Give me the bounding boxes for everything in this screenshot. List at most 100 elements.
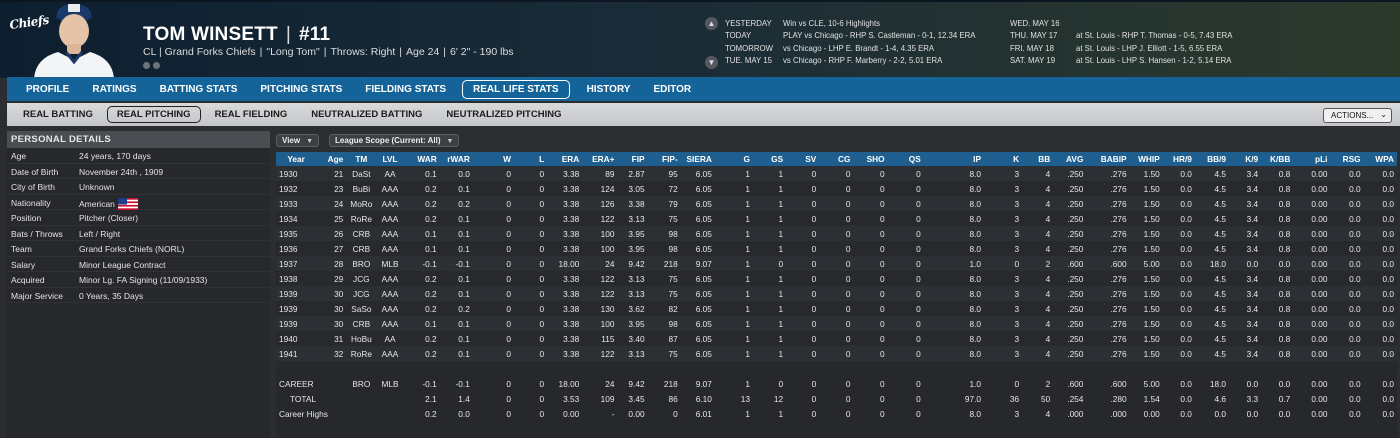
column-header-wpa[interactable]: WPA — [1375, 154, 1394, 164]
table-cell: 75 — [668, 273, 678, 284]
tab-editor[interactable]: EDITOR — [653, 83, 692, 95]
tab-ratings[interactable]: RATINGS — [92, 83, 137, 95]
column-header-w[interactable]: W — [503, 154, 511, 164]
subtab-real-batting[interactable]: REAL BATTING — [23, 109, 93, 120]
subtab-neutralized-pitching[interactable]: NEUTRALIZED PITCHING — [446, 109, 562, 120]
column-header-g[interactable]: G — [743, 154, 751, 164]
tab-batting-stats[interactable]: BATTING STATS — [159, 83, 238, 95]
table-cell: 1.50 — [1143, 288, 1160, 299]
column-header-k-9[interactable]: K/9 — [1245, 154, 1259, 164]
column-header-k[interactable]: K — [1013, 154, 1020, 164]
schedule-game[interactable]: vs Chicago - RHP F. Marberry - 2-2, 5.01… — [783, 56, 943, 65]
league-scope-dropdown[interactable]: League Scope (Current: All) ▼ — [329, 134, 460, 147]
column-header-fip-[interactable]: FIP- — [662, 154, 678, 164]
column-header-year[interactable]: Year — [287, 154, 305, 164]
column-header-bb-9[interactable]: BB/9 — [1207, 154, 1227, 164]
column-header-fip[interactable]: FIP — [631, 154, 645, 164]
column-header-rsg[interactable]: RSG — [1342, 154, 1361, 164]
table-cell: 4 — [1045, 183, 1051, 194]
table-cell: 8.0 — [969, 183, 981, 194]
table-cell: 0.8 — [1278, 273, 1291, 284]
column-header-war[interactable]: WAR — [417, 154, 437, 164]
column-header-l[interactable]: L — [539, 154, 545, 164]
table-cell: 30 — [334, 303, 344, 314]
column-header-lvl[interactable]: LVL — [382, 154, 398, 164]
tab-fielding-stats[interactable]: FIELDING STATS — [365, 83, 446, 95]
table-row[interactable]: 1939 30 CRB AAA 0.1 0.1 0 0 3.38 100 3.95 98 6.05 1 1 0… — [276, 316, 1397, 331]
tab-pitching-stats[interactable]: PITCHING STATS — [260, 83, 343, 95]
table-row[interactable]: 1939 30 JCG AAA 0.2 0.1 0 0 3.38 122 3.13 75 6.05 1 1 0… — [276, 286, 1397, 301]
column-header-hr-9[interactable]: HR/9 — [1172, 154, 1192, 164]
tab-history[interactable]: HISTORY — [586, 83, 631, 95]
table-cell: 0.0 — [1382, 288, 1394, 299]
table-row[interactable]: 1932 23 BuBi AAA 0.2 0.1 0 0 3.38 124 3.05 72 6.05 1 1… — [276, 181, 1397, 196]
column-header-k-bb[interactable]: K/BB — [1270, 154, 1291, 164]
schedule-game[interactable]: PLAY vs Chicago - RHP S. Castleman - 0-1… — [783, 31, 976, 40]
column-header-qs[interactable]: QS — [908, 154, 921, 164]
table-row[interactable]: 1939 30 SaSo AAA 0.2 0.2 0 0 3.38 130 3.62 82 6.05 1 1… — [276, 301, 1397, 316]
schedule-game[interactable]: at St. Louis - LHP S. Hansen - 1-2, 5.14… — [1076, 56, 1232, 65]
column-header-siera[interactable]: SIERA — [686, 154, 712, 164]
subtab-real-fielding[interactable]: REAL FIELDING — [214, 109, 288, 120]
column-header-gs[interactable]: GS — [771, 154, 784, 164]
column-header-bb[interactable]: BB — [1038, 154, 1051, 164]
table-cell: 0 — [845, 288, 851, 299]
table-cell: 0.1 — [458, 213, 470, 224]
table-row[interactable]: 1930 21 DaSt AA 0.1 0.0 0 0 3.38 89 2.87 95 6.05 1 1 0 0… — [276, 166, 1397, 181]
table-cell: 0.0 — [1382, 318, 1394, 329]
column-header-era[interactable]: ERA — [561, 154, 580, 164]
table-cell: .250 — [1067, 273, 1084, 284]
table-cell: AAA — [381, 243, 399, 254]
table-cell: 0 — [506, 243, 511, 254]
table-cell: 4 — [1045, 333, 1051, 344]
column-header-babip[interactable]: BABIP — [1100, 154, 1127, 164]
table-cell: 0.0 — [458, 168, 470, 179]
column-header-rwar[interactable]: rWAR — [447, 154, 470, 164]
column-header-pli[interactable]: pLi — [1315, 154, 1328, 164]
tab-profile[interactable]: PROFILE — [26, 83, 70, 95]
pager-dot[interactable] — [143, 62, 150, 69]
table-row[interactable]: 1934 25 RoRe AAA 0.2 0.1 0 0 3.38 122 3.13 75 6.05 1 1… — [276, 211, 1397, 226]
pager-dot[interactable] — [153, 62, 160, 69]
column-header-tm[interactable]: TM — [355, 154, 368, 164]
table-cell: 0 — [506, 333, 511, 344]
table-cell: 1.50 — [1143, 333, 1160, 344]
view-dropdown[interactable]: View ▼ — [276, 134, 320, 147]
table-row[interactable]: 1937 28 BRO MLB -0.1 -0.1 0 0 18.00 24 9.42 218 9.07… — [276, 256, 1397, 271]
column-header-sv[interactable]: SV — [805, 154, 817, 164]
table-cell: 8.0 — [969, 168, 981, 179]
table-cell: 18.00 — [558, 258, 580, 269]
schedule-game[interactable]: vs Chicago - LHP E. Brandt - 1-4, 4.35 E… — [783, 44, 935, 53]
table-row[interactable]: 1935 26 CRB AAA 0.1 0.1 0 0 3.38 100 3.95 98 6.05 1 1 0… — [276, 226, 1397, 241]
table-cell: 0.0 — [1382, 258, 1394, 269]
schedule-game[interactable]: at St. Louis - LHP J. Elliott - 1-5, 6.5… — [1076, 44, 1223, 53]
actions-dropdown[interactable]: ACTIONS... ⌄ — [1323, 108, 1392, 123]
table-cell: 8.0 — [969, 333, 981, 344]
table-row[interactable]: 1941 32 RoRe AAA 0.2 0.1 0 0 3.38 122 3.13 75 6.05 1 1… — [276, 346, 1397, 361]
column-header-sho[interactable]: SHO — [866, 154, 885, 164]
table-row[interactable]: 1938 29 JCG AAA 0.2 0.1 0 0 3.38 122 3.13 75 6.05 1 1 0… — [276, 271, 1397, 286]
chevron-down-icon: ▼ — [306, 138, 314, 145]
schedule-game[interactable]: Win vs CLE, 10-6 Highlights — [783, 19, 881, 28]
summary-cell: 0 — [845, 378, 851, 389]
subtab-real-pitching[interactable]: REAL PITCHING — [106, 106, 201, 123]
team-link[interactable]: Grand Forks Chiefs (NORL) — [79, 244, 185, 254]
schedule-up-icon[interactable]: ▲ — [705, 17, 718, 30]
column-header-avg[interactable]: AVG — [1066, 154, 1084, 164]
column-header-cg[interactable]: CG — [837, 154, 851, 164]
table-cell: 1.50 — [1143, 273, 1160, 284]
column-header-whip[interactable]: WHIP — [1138, 154, 1160, 164]
table-row[interactable]: 1933 24 MoRo AAA 0.2 0.2 0 0 3.38 126 3.38 79 6.05 1 1… — [276, 196, 1397, 211]
subtab-neutralized-batting[interactable]: NEUTRALIZED BATTING — [311, 109, 423, 120]
schedule-down-icon[interactable]: ▼ — [705, 56, 718, 69]
tab-real-life-stats[interactable]: REAL LIFE STATS — [462, 79, 570, 99]
column-header-era-[interactable]: ERA+ — [592, 154, 615, 164]
column-header-age[interactable]: Age — [327, 154, 344, 164]
table-cell: 3.4 — [1246, 288, 1259, 299]
schedule-game[interactable]: at St. Louis - RHP T. Thomas - 0-5, 7.43… — [1076, 31, 1233, 40]
column-header-ip[interactable]: IP — [973, 154, 981, 164]
table-row[interactable]: 1940 31 HoBu AA 0.2 0.1 0 0 3.38 115 3.40 87 6.05 1 1 0… — [276, 331, 1397, 346]
table-row[interactable]: 1936 27 CRB AAA 0.1 0.1 0 0 3.38 100 3.95 98 6.05 1 1 0… — [276, 241, 1397, 256]
summary-cell — [346, 406, 376, 421]
summary-cell: 18.00 — [558, 378, 580, 389]
